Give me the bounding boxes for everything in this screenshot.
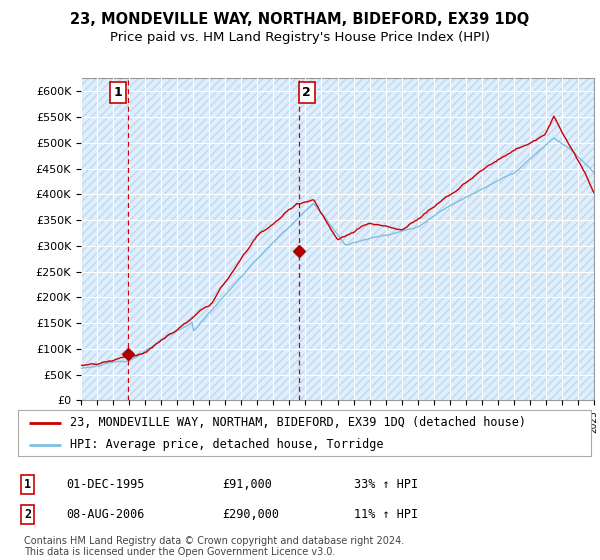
Text: 2: 2 bbox=[24, 507, 31, 521]
Text: Contains HM Land Registry data © Crown copyright and database right 2024.
This d: Contains HM Land Registry data © Crown c… bbox=[24, 535, 404, 557]
Text: £91,000: £91,000 bbox=[222, 478, 272, 491]
Text: 2: 2 bbox=[302, 86, 311, 99]
Text: 23, MONDEVILLE WAY, NORTHAM, BIDEFORD, EX39 1DQ (detached house): 23, MONDEVILLE WAY, NORTHAM, BIDEFORD, E… bbox=[70, 417, 526, 430]
Text: 08-AUG-2006: 08-AUG-2006 bbox=[66, 507, 145, 521]
Text: 1: 1 bbox=[24, 478, 31, 491]
Text: 23, MONDEVILLE WAY, NORTHAM, BIDEFORD, EX39 1DQ: 23, MONDEVILLE WAY, NORTHAM, BIDEFORD, E… bbox=[70, 12, 530, 27]
Text: 33% ↑ HPI: 33% ↑ HPI bbox=[354, 478, 418, 491]
Text: HPI: Average price, detached house, Torridge: HPI: Average price, detached house, Torr… bbox=[70, 438, 383, 451]
Text: 11% ↑ HPI: 11% ↑ HPI bbox=[354, 507, 418, 521]
Text: 1: 1 bbox=[114, 86, 122, 99]
Text: 01-DEC-1995: 01-DEC-1995 bbox=[66, 478, 145, 491]
Text: £290,000: £290,000 bbox=[222, 507, 279, 521]
Text: Price paid vs. HM Land Registry's House Price Index (HPI): Price paid vs. HM Land Registry's House … bbox=[110, 31, 490, 44]
